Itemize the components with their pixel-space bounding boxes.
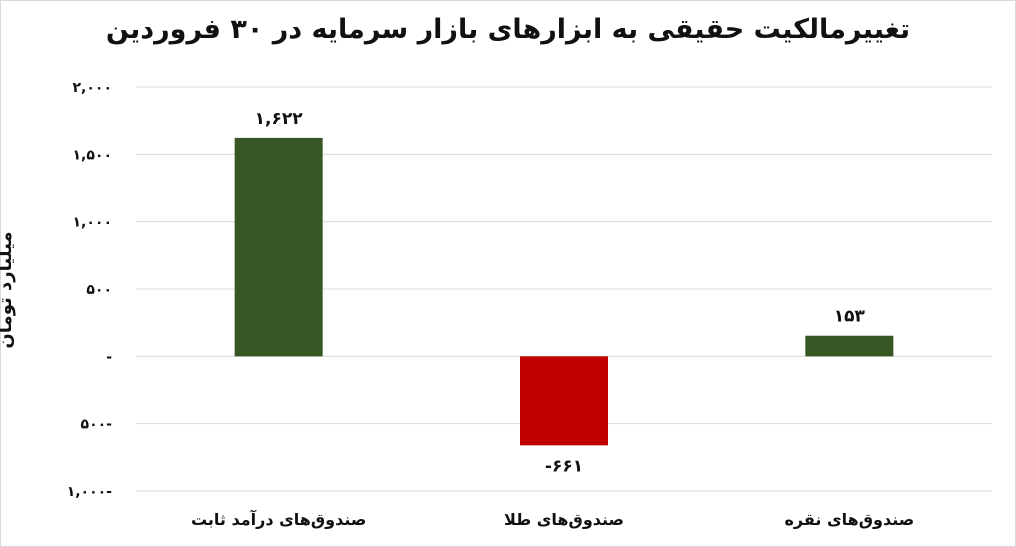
data-label: -۶۶۱: [545, 456, 583, 476]
y-tick-label: ۱,۰۰۰: [73, 215, 113, 231]
bars: [234, 137, 894, 446]
y-tick-label: ۵۰۰: [86, 282, 112, 298]
y-tick-label: ۵۰۰-: [81, 417, 113, 433]
category-label: صندوق‌های درآمد ثابت: [191, 509, 366, 529]
y-tick-label: ۱,۰۰۰-: [67, 484, 112, 500]
chart-title: تغییرمالکیت حقیقی به ابزارهای بازار سرما…: [105, 14, 911, 45]
bar: [520, 356, 608, 446]
bar: [234, 137, 323, 357]
y-tick-label: ۲,۰۰۰: [73, 80, 113, 96]
y-tick-label: -: [106, 349, 112, 365]
category-label: صندوق‌های نقره: [784, 510, 914, 529]
data-label: ۱,۶۲۲: [255, 109, 304, 129]
data-labels: ۱,۶۲۲ -۶۶۱ ۱۵۳: [255, 109, 866, 476]
bar: [805, 335, 894, 357]
category-labels: صندوق‌های درآمد ثابت صندوق‌های طلا صندوق‌ه…: [191, 509, 914, 529]
y-tick-label: ۱,۵۰۰: [73, 147, 113, 163]
category-label: صندوق‌های طلا: [504, 510, 624, 529]
data-label: ۱۵۳: [834, 307, 866, 327]
